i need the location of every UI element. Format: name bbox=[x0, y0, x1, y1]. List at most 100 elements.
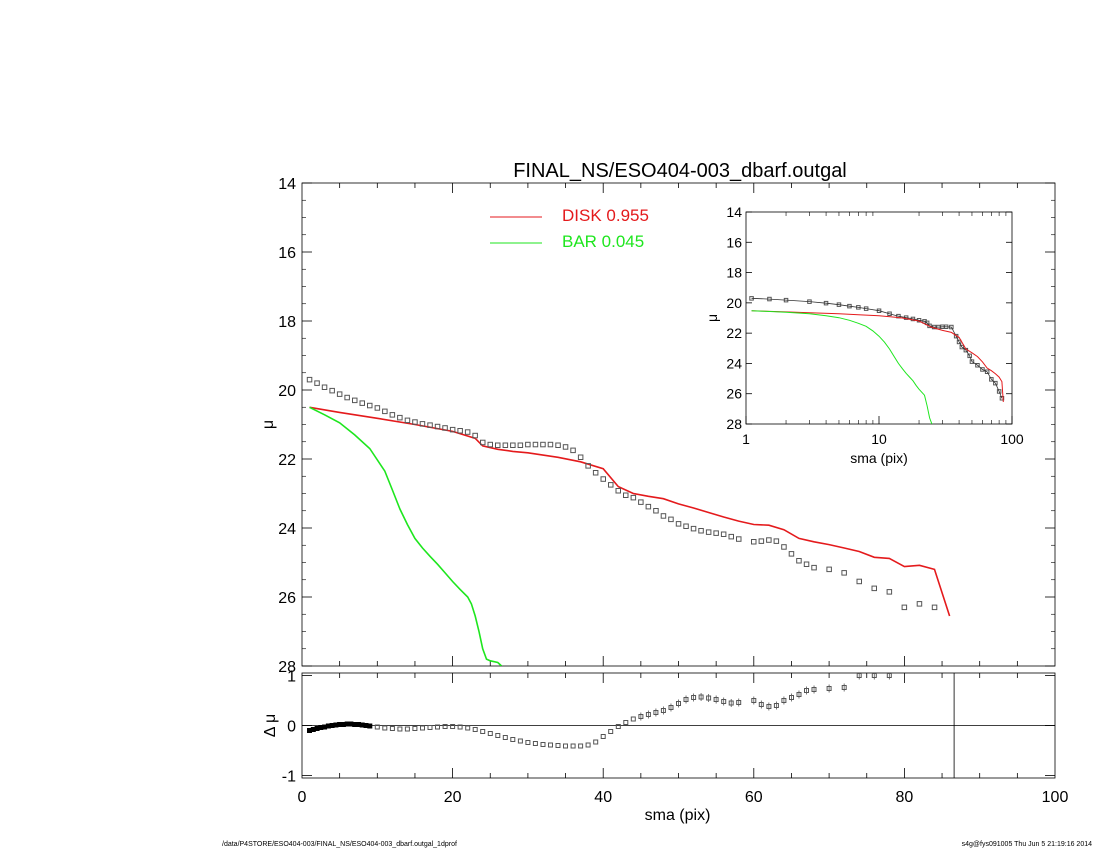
data-point bbox=[555, 743, 561, 748]
data-point bbox=[999, 396, 1005, 401]
data-point bbox=[803, 561, 810, 567]
data-point bbox=[728, 700, 734, 706]
data-point bbox=[510, 737, 516, 742]
data-point bbox=[959, 344, 965, 350]
data-point bbox=[653, 508, 659, 514]
data-point bbox=[788, 551, 795, 557]
series-line bbox=[751, 310, 933, 424]
x-tick-label: 20 bbox=[444, 789, 462, 806]
data-point bbox=[397, 726, 403, 732]
inset-background bbox=[746, 212, 1012, 424]
data-point bbox=[871, 585, 877, 592]
y-tick-label: 22 bbox=[278, 452, 296, 469]
data-point bbox=[306, 376, 313, 383]
data-point bbox=[321, 384, 328, 390]
x-tick-label: 0 bbox=[298, 789, 307, 806]
y-tick-label: 24 bbox=[726, 355, 742, 371]
data-point bbox=[811, 687, 817, 692]
data-point bbox=[517, 442, 524, 448]
data-point bbox=[811, 564, 817, 571]
data-point bbox=[781, 544, 787, 550]
data-point bbox=[412, 726, 418, 731]
data-point bbox=[720, 531, 727, 537]
data-point bbox=[449, 426, 456, 433]
data-point bbox=[517, 738, 523, 744]
data-point bbox=[796, 558, 802, 564]
data-point bbox=[434, 423, 441, 430]
data-point bbox=[510, 442, 516, 448]
data-point bbox=[577, 454, 584, 460]
data-point bbox=[887, 311, 892, 316]
data-point bbox=[359, 400, 365, 406]
data-point bbox=[382, 408, 388, 415]
y-tick-label: 18 bbox=[726, 265, 742, 281]
data-point bbox=[555, 442, 561, 448]
x-axis-label: sma (pix) bbox=[645, 807, 711, 824]
data-point bbox=[773, 703, 779, 708]
data-point bbox=[683, 523, 689, 529]
data-point bbox=[969, 359, 975, 364]
data-point bbox=[562, 444, 569, 450]
data-point bbox=[600, 734, 606, 739]
data-point bbox=[623, 720, 629, 725]
data-point bbox=[804, 688, 809, 693]
data-point bbox=[615, 724, 621, 729]
x-tick-label: 100 bbox=[1000, 431, 1024, 447]
data-point bbox=[886, 673, 892, 678]
y-tick-label: 1 bbox=[287, 669, 296, 686]
data-point bbox=[495, 733, 501, 738]
y-axis-label: μ bbox=[260, 420, 277, 429]
series-line bbox=[309, 406, 951, 617]
data-point bbox=[698, 528, 704, 534]
data-point bbox=[578, 743, 584, 749]
data-point bbox=[457, 724, 463, 730]
y-tick-label: 20 bbox=[726, 295, 742, 311]
data-point bbox=[548, 742, 553, 748]
data-point bbox=[691, 695, 697, 700]
data-point bbox=[374, 405, 381, 411]
data-point bbox=[563, 743, 568, 749]
data-point bbox=[975, 363, 980, 368]
y-tick-label: 22 bbox=[726, 325, 742, 341]
x-axis-label: sma (pix) bbox=[850, 450, 908, 466]
data-point bbox=[435, 724, 440, 730]
data-point bbox=[487, 731, 493, 736]
data-point bbox=[713, 697, 719, 702]
data-point bbox=[344, 394, 350, 401]
inset-chart: 14 16 18 20 22 24 26 281 10 100 sma (pix) μ bbox=[704, 204, 1024, 466]
series-line bbox=[751, 297, 1003, 399]
data-point bbox=[404, 417, 411, 424]
data-point bbox=[989, 377, 994, 382]
data-point bbox=[525, 740, 531, 745]
data-point bbox=[721, 699, 727, 704]
y-tick-label: 26 bbox=[278, 590, 296, 607]
data-point bbox=[660, 513, 667, 519]
data-point bbox=[412, 419, 418, 425]
y-tick-label: 28 bbox=[278, 659, 296, 676]
data-point bbox=[329, 387, 335, 394]
data-point bbox=[996, 389, 1002, 394]
data-point bbox=[495, 442, 501, 448]
data-point bbox=[653, 710, 659, 715]
data-point bbox=[871, 673, 877, 678]
data-point bbox=[683, 697, 689, 702]
y-tick-label: 24 bbox=[278, 521, 296, 538]
data-point bbox=[585, 742, 591, 748]
data-point bbox=[916, 601, 923, 607]
data-point bbox=[706, 695, 712, 701]
x-tick-label: 60 bbox=[745, 789, 763, 806]
data-point bbox=[480, 439, 486, 446]
data-point bbox=[796, 692, 802, 697]
data-point bbox=[502, 735, 508, 740]
data-point bbox=[826, 566, 832, 573]
data-point bbox=[525, 441, 531, 448]
data-point bbox=[956, 339, 962, 345]
data-point bbox=[547, 441, 554, 448]
data-point bbox=[751, 698, 757, 703]
data-point bbox=[713, 530, 719, 536]
data-point bbox=[450, 724, 456, 729]
y-axis-label: μ bbox=[704, 314, 720, 322]
x-tick-label: 40 bbox=[594, 789, 612, 806]
data-point bbox=[480, 729, 486, 734]
